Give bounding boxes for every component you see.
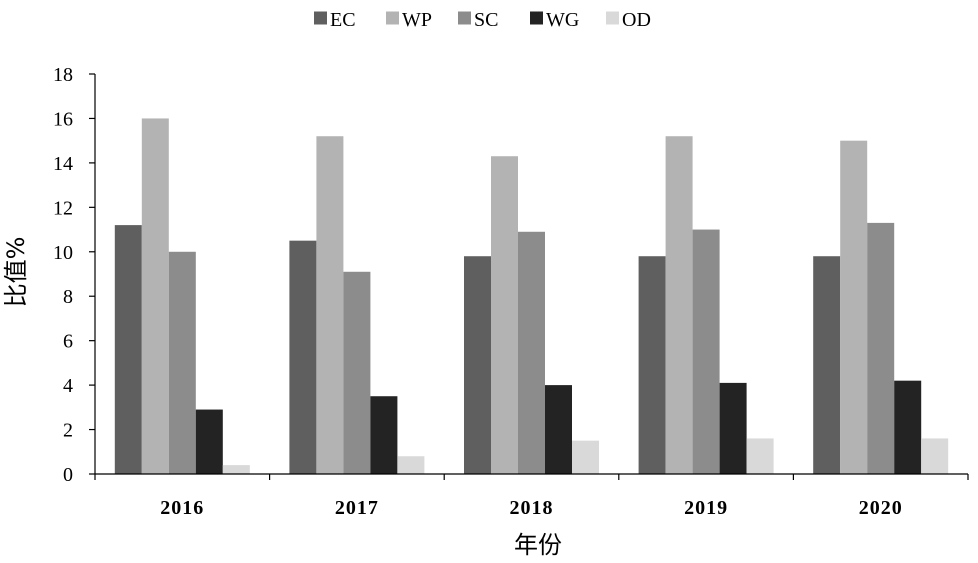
y-tick-label-6: 6 <box>63 331 73 353</box>
y-tick-label-2: 2 <box>63 420 73 442</box>
y-tick-label-14: 14 <box>53 153 73 175</box>
bars-group <box>114 118 949 474</box>
legend-label-od: OD <box>622 9 651 31</box>
bar-sc-2019 <box>692 229 720 474</box>
bar-wp-2017 <box>316 136 344 474</box>
legend-swatch-ec <box>314 11 327 25</box>
bar-od-2019 <box>746 438 774 474</box>
legend-label-ec: EC <box>330 9 356 31</box>
bar-wg-2017 <box>370 396 398 474</box>
bar-sc-2018 <box>518 231 545 474</box>
bar-sc-2020 <box>867 222 895 474</box>
bar-od-2018 <box>572 440 599 474</box>
y-tick-label-12: 12 <box>53 197 73 219</box>
x-axis-title: 年份 <box>514 531 562 559</box>
y-tick-label-4: 4 <box>63 375 73 397</box>
bar-wg-2020 <box>894 380 922 474</box>
bar-ec-2016 <box>114 225 142 474</box>
legend-label-wp: WP <box>402 9 432 31</box>
legend-swatch-sc <box>458 11 471 25</box>
bar-wp-2020 <box>840 140 868 474</box>
bar-od-2017 <box>397 456 425 474</box>
legend-swatch-wp <box>386 11 399 25</box>
y-tick-label-16: 16 <box>53 108 73 130</box>
y-tick-label-10: 10 <box>53 242 73 264</box>
axes-group: 0 2 4 6 8 10 12 14 16 18 2016 2017 2018 2019 2020 <box>53 64 969 519</box>
bar-sc-2016 <box>168 251 196 474</box>
y-tick-label-18: 18 <box>53 64 73 86</box>
bar-ec-2020 <box>813 256 841 474</box>
bar-sc-2017 <box>343 271 371 474</box>
y-tick-label-8: 8 <box>63 286 73 308</box>
x-tick-label-2017: 2017 <box>335 497 379 519</box>
bar-od-2020 <box>921 438 949 474</box>
bar-wg-2019 <box>719 382 747 474</box>
x-tick-label-2018: 2018 <box>510 497 554 519</box>
bar-ec-2018 <box>464 256 491 474</box>
x-tick-label-2016: 2016 <box>160 497 204 519</box>
bar-wp-2018 <box>491 156 518 474</box>
bar-od-2016 <box>222 465 250 474</box>
x-tick-label-2020: 2020 <box>859 497 903 519</box>
bar-ec-2017 <box>289 240 317 474</box>
legend-label-wg: WG <box>546 9 579 31</box>
bar-wg-2018 <box>545 385 572 474</box>
x-tick-label-2019: 2019 <box>684 497 728 519</box>
y-tick-label-0: 0 <box>63 464 73 486</box>
legend: EC WP SC WG OD <box>314 9 651 31</box>
legend-swatch-od <box>606 11 619 25</box>
bar-wg-2016 <box>195 409 223 474</box>
legend-label-sc: SC <box>474 9 498 31</box>
legend-swatch-wg <box>530 11 543 25</box>
y-axis-title: 比值% <box>2 237 30 308</box>
bar-wp-2019 <box>665 136 693 474</box>
bar-wp-2016 <box>141 118 169 474</box>
bar-ec-2019 <box>638 256 666 474</box>
